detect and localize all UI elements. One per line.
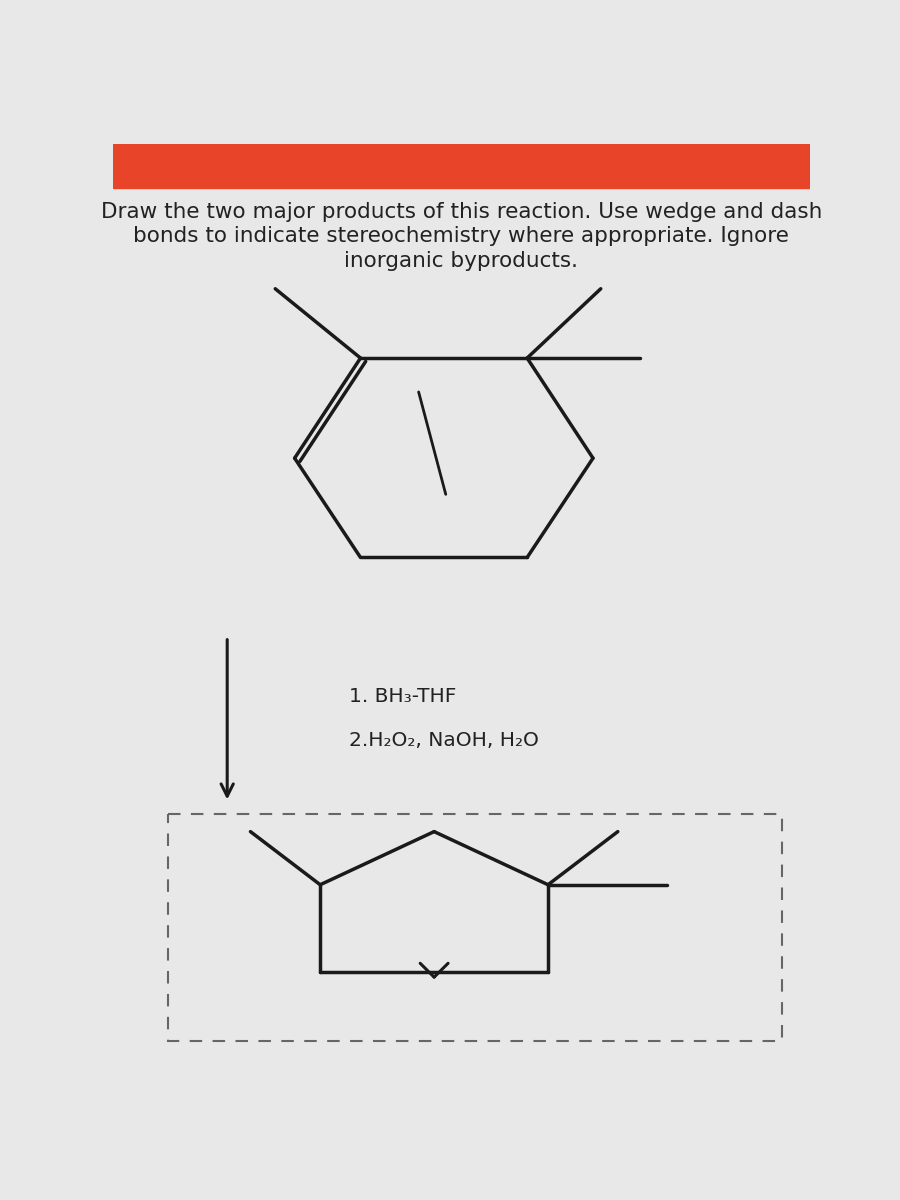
Text: Draw the two major products of this reaction. Use wedge and dash: Draw the two major products of this reac… <box>101 202 822 222</box>
Bar <box>168 814 782 1042</box>
Text: bonds to indicate stereochemistry where appropriate. Ignore: bonds to indicate stereochemistry where … <box>133 227 789 246</box>
Bar <box>112 144 810 188</box>
Text: inorganic byproducts.: inorganic byproducts. <box>344 251 578 271</box>
Text: 1. BH₃-THF: 1. BH₃-THF <box>349 688 456 707</box>
Text: 2.H₂O₂, NaOH, H₂O: 2.H₂O₂, NaOH, H₂O <box>349 731 539 750</box>
